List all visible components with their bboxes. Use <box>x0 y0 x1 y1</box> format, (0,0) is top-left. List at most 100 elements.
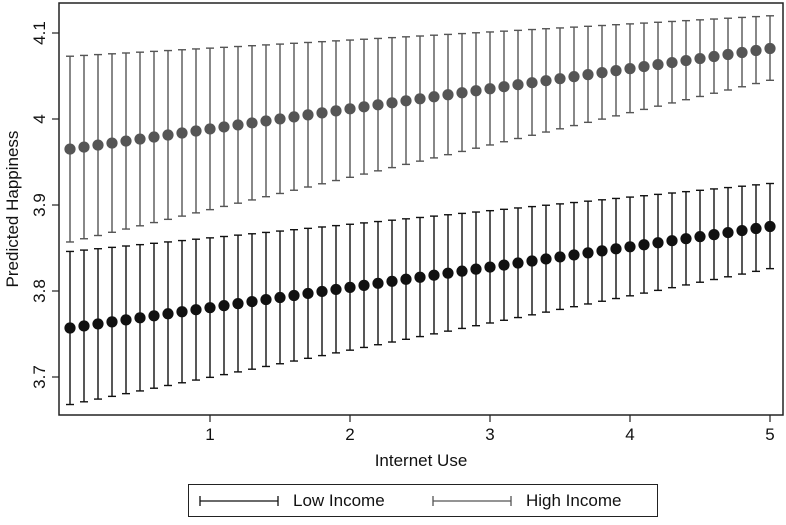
data-point <box>456 87 468 99</box>
data-point <box>624 241 636 253</box>
plot-frame <box>58 2 784 416</box>
data-point <box>204 123 216 135</box>
data-point <box>540 253 552 265</box>
data-point <box>638 60 650 73</box>
data-point <box>554 251 566 263</box>
data-point <box>386 275 398 287</box>
data-point <box>232 119 244 131</box>
chart-canvas: 3.7 3.8 3.9 4 4.1 1 2 3 4 5 Internet Use Predicte… <box>3 2 784 470</box>
data-point <box>120 135 132 147</box>
data-point <box>666 235 678 247</box>
data-point <box>260 293 272 306</box>
data-point <box>246 117 258 129</box>
data-point <box>526 255 538 267</box>
data-point <box>526 77 538 89</box>
data-point <box>568 71 580 83</box>
data-point <box>722 226 734 239</box>
data-point <box>442 89 454 101</box>
data-point <box>330 283 342 296</box>
x-tick-label: 5 <box>765 425 774 444</box>
data-point <box>288 289 300 302</box>
data-point <box>512 257 524 269</box>
data-point <box>78 320 90 332</box>
data-point <box>498 81 510 93</box>
data-point <box>78 141 90 153</box>
data-point <box>428 269 440 281</box>
x-axis-title: Internet Use <box>375 451 468 470</box>
data-point <box>400 273 412 285</box>
data-point <box>288 111 300 123</box>
data-point <box>120 314 132 326</box>
data-point <box>218 300 230 312</box>
x-tick-label: 1 <box>205 425 214 444</box>
data-point <box>414 271 426 283</box>
data-point <box>274 291 286 304</box>
legend-label: Low Income <box>293 490 385 510</box>
data-point <box>512 79 524 91</box>
data-point <box>694 52 706 65</box>
data-point <box>764 42 776 55</box>
series-layer <box>64 15 776 406</box>
data-point <box>134 312 146 324</box>
data-point <box>414 93 426 105</box>
data-point <box>596 67 608 79</box>
data-point <box>596 245 608 257</box>
data-point <box>358 279 370 291</box>
data-point <box>456 265 468 277</box>
error-bar-key-icon <box>199 495 279 506</box>
data-point <box>750 222 762 235</box>
data-point <box>442 267 454 279</box>
x-tick-label: 4 <box>625 425 634 444</box>
axis-layer: 3.7 3.8 3.9 4 4.1 1 2 3 4 5 <box>30 21 775 444</box>
data-point <box>302 287 314 300</box>
data-point <box>736 46 748 59</box>
y-tick-label: 3.8 <box>30 279 49 303</box>
data-point <box>708 229 720 241</box>
data-point <box>190 304 202 316</box>
data-point <box>610 243 622 255</box>
data-point <box>400 95 412 107</box>
data-point <box>428 91 440 103</box>
data-point <box>316 285 328 298</box>
data-point <box>274 113 286 125</box>
y-tick-label: 4 <box>30 114 49 123</box>
legend-item-high-income: High Income <box>432 485 621 516</box>
data-point <box>344 281 356 293</box>
data-point <box>694 231 706 243</box>
data-point <box>92 318 104 330</box>
data-point <box>64 322 76 334</box>
data-point <box>470 85 482 97</box>
data-point <box>190 125 202 137</box>
data-point <box>750 44 762 57</box>
data-point <box>484 261 496 273</box>
data-point <box>498 259 510 271</box>
data-point <box>260 115 272 127</box>
data-point <box>64 143 76 155</box>
data-point <box>232 298 244 310</box>
y-tick-label: 4.1 <box>30 21 49 45</box>
data-point <box>638 239 650 251</box>
data-point <box>148 310 160 322</box>
data-point <box>204 302 216 314</box>
data-point <box>372 99 384 111</box>
data-point <box>386 97 398 109</box>
data-point <box>148 131 160 143</box>
data-point <box>582 247 594 259</box>
error-bar-key-icon <box>432 495 512 506</box>
legend: Low Income High Income <box>188 484 658 517</box>
data-point <box>666 56 678 69</box>
data-point <box>162 129 174 141</box>
data-point <box>484 83 496 95</box>
data-point <box>624 63 636 75</box>
data-point <box>134 133 146 145</box>
data-point <box>176 127 188 139</box>
data-point <box>470 263 482 275</box>
data-point <box>568 249 580 261</box>
data-point <box>162 308 174 320</box>
data-point <box>92 139 104 151</box>
data-point <box>344 103 356 115</box>
legend-label: High Income <box>526 490 622 510</box>
y-tick-label: 3.7 <box>30 365 49 389</box>
data-point <box>554 73 566 85</box>
data-point <box>358 101 370 113</box>
